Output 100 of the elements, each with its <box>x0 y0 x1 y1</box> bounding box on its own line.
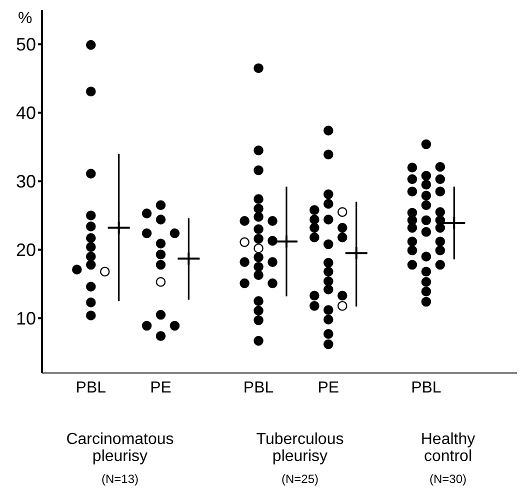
point <box>86 210 96 220</box>
point <box>254 262 264 272</box>
point <box>323 214 334 224</box>
point <box>72 264 82 274</box>
point <box>254 212 264 222</box>
point <box>310 205 320 215</box>
point <box>240 237 250 248</box>
point <box>156 238 166 248</box>
point <box>407 162 418 172</box>
point <box>254 243 264 254</box>
point <box>142 208 152 218</box>
point <box>254 204 264 214</box>
point <box>323 150 334 160</box>
point <box>421 139 432 150</box>
point <box>323 198 334 209</box>
point <box>407 174 418 184</box>
point <box>254 315 264 326</box>
x-tick-label: PBL <box>243 379 274 396</box>
point <box>323 258 334 268</box>
y-tick-label: 40 <box>16 103 36 124</box>
point <box>323 284 334 294</box>
point <box>156 260 166 270</box>
text: Healthy control (N=30) <box>420 431 476 488</box>
point <box>310 290 320 301</box>
point <box>310 300 320 311</box>
x-tick-label: PBL <box>76 379 106 396</box>
y-axis-title: % <box>18 10 32 28</box>
point <box>337 300 348 311</box>
point <box>156 200 166 210</box>
point <box>254 234 264 244</box>
point <box>254 146 264 156</box>
point <box>323 305 334 315</box>
point <box>337 222 348 233</box>
text: Carcinomatous pleurisy (N=13) <box>65 431 175 488</box>
point <box>268 216 278 226</box>
point <box>86 233 96 243</box>
point <box>323 266 334 277</box>
point <box>268 257 278 267</box>
point <box>310 214 320 224</box>
point <box>421 170 432 181</box>
point <box>156 331 166 341</box>
point <box>254 336 264 346</box>
y-tick-label: 50 <box>16 34 36 55</box>
point <box>240 216 250 226</box>
point <box>254 296 264 306</box>
point <box>86 252 96 262</box>
point <box>310 222 320 233</box>
point <box>421 200 432 210</box>
point <box>142 228 152 238</box>
point <box>337 232 348 242</box>
point <box>240 278 250 288</box>
text: Tuberculous pleurisy (N=25) <box>255 431 345 488</box>
point <box>86 168 96 179</box>
point <box>435 207 446 217</box>
point <box>435 222 446 233</box>
point <box>254 252 264 262</box>
point <box>407 222 418 233</box>
point <box>323 189 334 200</box>
point <box>337 290 348 301</box>
point <box>323 239 334 250</box>
point <box>254 270 264 280</box>
point <box>337 207 348 217</box>
point <box>156 310 166 320</box>
point <box>421 215 432 226</box>
point <box>421 296 432 307</box>
point <box>86 242 96 252</box>
point <box>421 286 432 296</box>
point <box>156 250 166 260</box>
point <box>86 260 96 270</box>
point <box>435 260 446 270</box>
point <box>435 236 446 246</box>
point <box>407 246 418 256</box>
point <box>86 40 96 50</box>
point <box>86 298 96 308</box>
point <box>421 227 432 237</box>
point <box>407 236 418 246</box>
point <box>254 165 264 176</box>
point <box>170 320 180 331</box>
point <box>86 222 96 232</box>
point <box>407 260 418 270</box>
point <box>421 277 432 287</box>
point <box>142 320 152 331</box>
point <box>254 63 264 74</box>
point <box>254 306 264 316</box>
point <box>100 266 110 277</box>
point <box>407 186 418 196</box>
point <box>421 252 432 262</box>
point <box>435 186 446 196</box>
point <box>323 276 334 286</box>
point <box>310 232 320 242</box>
point <box>254 224 264 234</box>
point <box>86 310 96 320</box>
point <box>240 257 250 267</box>
point <box>435 162 446 172</box>
point <box>254 194 264 204</box>
point <box>323 329 334 339</box>
point <box>86 282 96 292</box>
point <box>421 190 432 201</box>
point <box>170 228 180 238</box>
x-tick-label: PBL <box>411 379 442 396</box>
